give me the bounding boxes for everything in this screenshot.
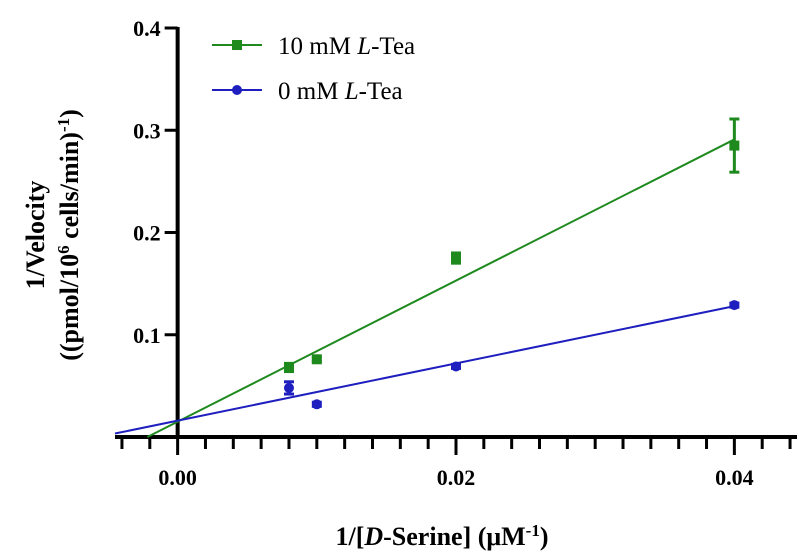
fit-line-0mM <box>114 305 735 435</box>
y-axis-title-line2: ((pmol/106 cells/min)-1) <box>54 109 85 361</box>
marker-10mM <box>729 140 740 151</box>
fit-line-10mM <box>146 138 735 438</box>
x-axis-title: 1/[D-Serine] (μM-1) <box>335 521 548 552</box>
marker-10mM <box>283 362 294 373</box>
marker-0mM <box>451 361 461 372</box>
y-tick-label: 0.2 <box>133 221 161 246</box>
legend-label-10mM: 10 mM L-Tea <box>278 33 415 60</box>
legend-entry-10mM: 10 mM L-Tea <box>212 33 415 60</box>
marker-0mM <box>729 300 740 311</box>
legend-entry-0mM: 0 mM L-Tea <box>212 78 403 105</box>
error-bars <box>283 117 740 408</box>
x-tick-label: 0.00 <box>158 465 197 490</box>
tick-labels: 0.00 0.02 0.04 0.1 0.2 0.3 0.4 <box>133 16 753 490</box>
legend-marker-0mM <box>232 85 242 95</box>
marker-10mM <box>451 253 461 264</box>
marker-0mM <box>283 382 294 393</box>
axis-ticks <box>120 26 792 455</box>
x-tick-label: 0.02 <box>437 465 476 490</box>
legend-marker-10mM <box>232 40 242 50</box>
marker-10mM <box>311 354 322 365</box>
y-tick-label: 0.4 <box>133 16 161 41</box>
y-tick-label: 0.3 <box>133 118 161 143</box>
y-tick-label: 0.1 <box>133 323 161 348</box>
legend: 10 mM L-Tea 0 mM L-Tea <box>212 33 415 105</box>
y-axis-title: 1/Velocity ((pmol/106 cells/min)-1) <box>21 109 84 361</box>
legend-label-0mM: 0 mM L-Tea <box>278 78 403 105</box>
data-markers <box>283 140 740 410</box>
marker-0mM <box>311 399 322 410</box>
fit-lines <box>114 138 735 438</box>
x-tick-label: 0.04 <box>715 465 754 490</box>
y-axis-title-line1: 1/Velocity <box>21 181 50 290</box>
